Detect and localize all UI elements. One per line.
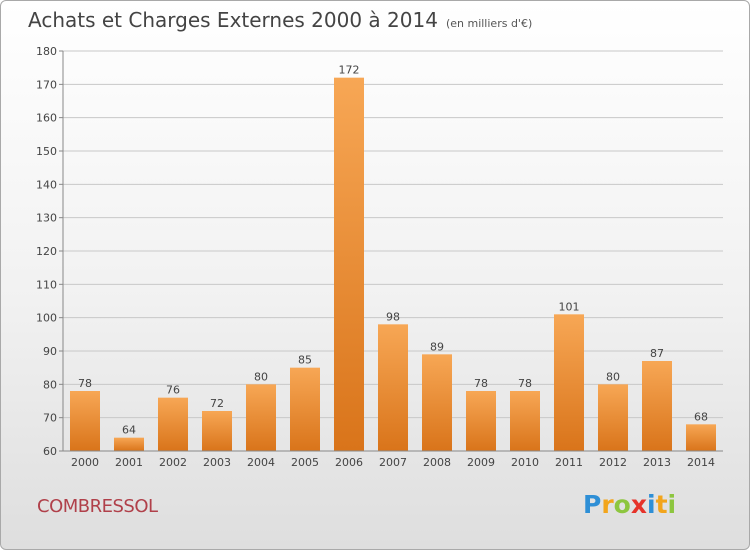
bar (554, 314, 584, 451)
axes (62, 51, 723, 452)
x-tick-label: 2014 (687, 456, 715, 469)
x-tick-label: 2010 (511, 456, 539, 469)
bar (334, 77, 364, 452)
value-label: 172 (339, 64, 360, 77)
x-tick-label: 2006 (335, 456, 363, 469)
x-tick-label: 2002 (159, 456, 187, 469)
logo-letter: P (583, 490, 602, 519)
commune-name: COMBRESSOL (37, 496, 158, 517)
x-tick-label: 2011 (555, 456, 583, 469)
y-tick-label: 160 (36, 112, 57, 125)
logo-letter: r (601, 490, 614, 519)
y-tick-label: 140 (36, 178, 57, 191)
value-label: 78 (474, 377, 488, 390)
y-tick-label: 110 (36, 278, 57, 291)
y-tick-label: 90 (43, 345, 57, 358)
value-labels: 78 64 76 72 80 85 172 98 89 78 78 101 80 87 68 (78, 64, 708, 437)
y-tick-label: 100 (36, 312, 57, 325)
y-tick-label: 130 (36, 212, 57, 225)
x-axis-ticks: 2000 2001 2002 2003 2004 2005 2006 2007 2008 2009… (71, 456, 715, 469)
logo-letter: t (655, 490, 668, 519)
y-tick-label: 150 (36, 145, 57, 158)
bar (686, 424, 716, 451)
x-tick-label: 2013 (643, 456, 671, 469)
value-label: 85 (298, 354, 312, 367)
y-tick-label: 80 (43, 378, 57, 391)
value-label: 80 (606, 370, 620, 383)
y-tick-label: 170 (36, 78, 57, 91)
y-axis-ticks: 60 70 80 90 100 110 120 130 140 150 160 170 180 (36, 45, 63, 458)
proxiti-logo: Proxiti (583, 490, 676, 519)
bars (70, 77, 716, 452)
bar (70, 391, 100, 451)
bar (598, 384, 628, 451)
bar (202, 411, 232, 451)
logo-letter: i (667, 490, 677, 519)
bar (114, 437, 144, 451)
bar (246, 384, 276, 451)
x-tick-label: 2007 (379, 456, 407, 469)
bar (466, 391, 496, 451)
value-label: 76 (166, 384, 180, 397)
title-text: Achats et Charges Externes 2000 à 2014 (28, 8, 438, 32)
x-tick-label: 2009 (467, 456, 495, 469)
chart-title: Achats et Charges Externes 2000 à 2014 (e… (28, 8, 532, 32)
x-tick-label: 2000 (71, 456, 99, 469)
logo-letter: x (630, 490, 647, 519)
value-label: 87 (650, 347, 664, 360)
bar (510, 391, 540, 451)
bar (422, 354, 452, 451)
bar (158, 397, 188, 451)
x-tick-label: 2005 (291, 456, 319, 469)
value-label: 80 (254, 370, 268, 383)
bar (378, 324, 408, 451)
x-tick-label: 2003 (203, 456, 231, 469)
value-label: 64 (122, 424, 136, 437)
x-tick-label: 2004 (247, 456, 275, 469)
x-tick-label: 2012 (599, 456, 627, 469)
y-tick-label: 70 (43, 412, 57, 425)
bar (642, 361, 672, 451)
bar (290, 367, 320, 451)
chart-subtitle: (en milliers d'€) (445, 17, 533, 30)
value-label: 78 (78, 377, 92, 390)
value-label: 72 (210, 397, 224, 410)
y-tick-label: 60 (43, 445, 57, 458)
value-label: 101 (559, 300, 580, 313)
x-tick-label: 2001 (115, 456, 143, 469)
value-label: 89 (430, 340, 444, 353)
value-label: 98 (386, 310, 400, 323)
y-tick-label: 120 (36, 245, 57, 258)
logo-letter: i (647, 490, 656, 519)
value-label: 68 (694, 410, 708, 423)
y-tick-label: 180 (36, 45, 57, 58)
x-tick-label: 2008 (423, 456, 451, 469)
logo-letter: o (613, 490, 631, 519)
value-label: 78 (518, 377, 532, 390)
